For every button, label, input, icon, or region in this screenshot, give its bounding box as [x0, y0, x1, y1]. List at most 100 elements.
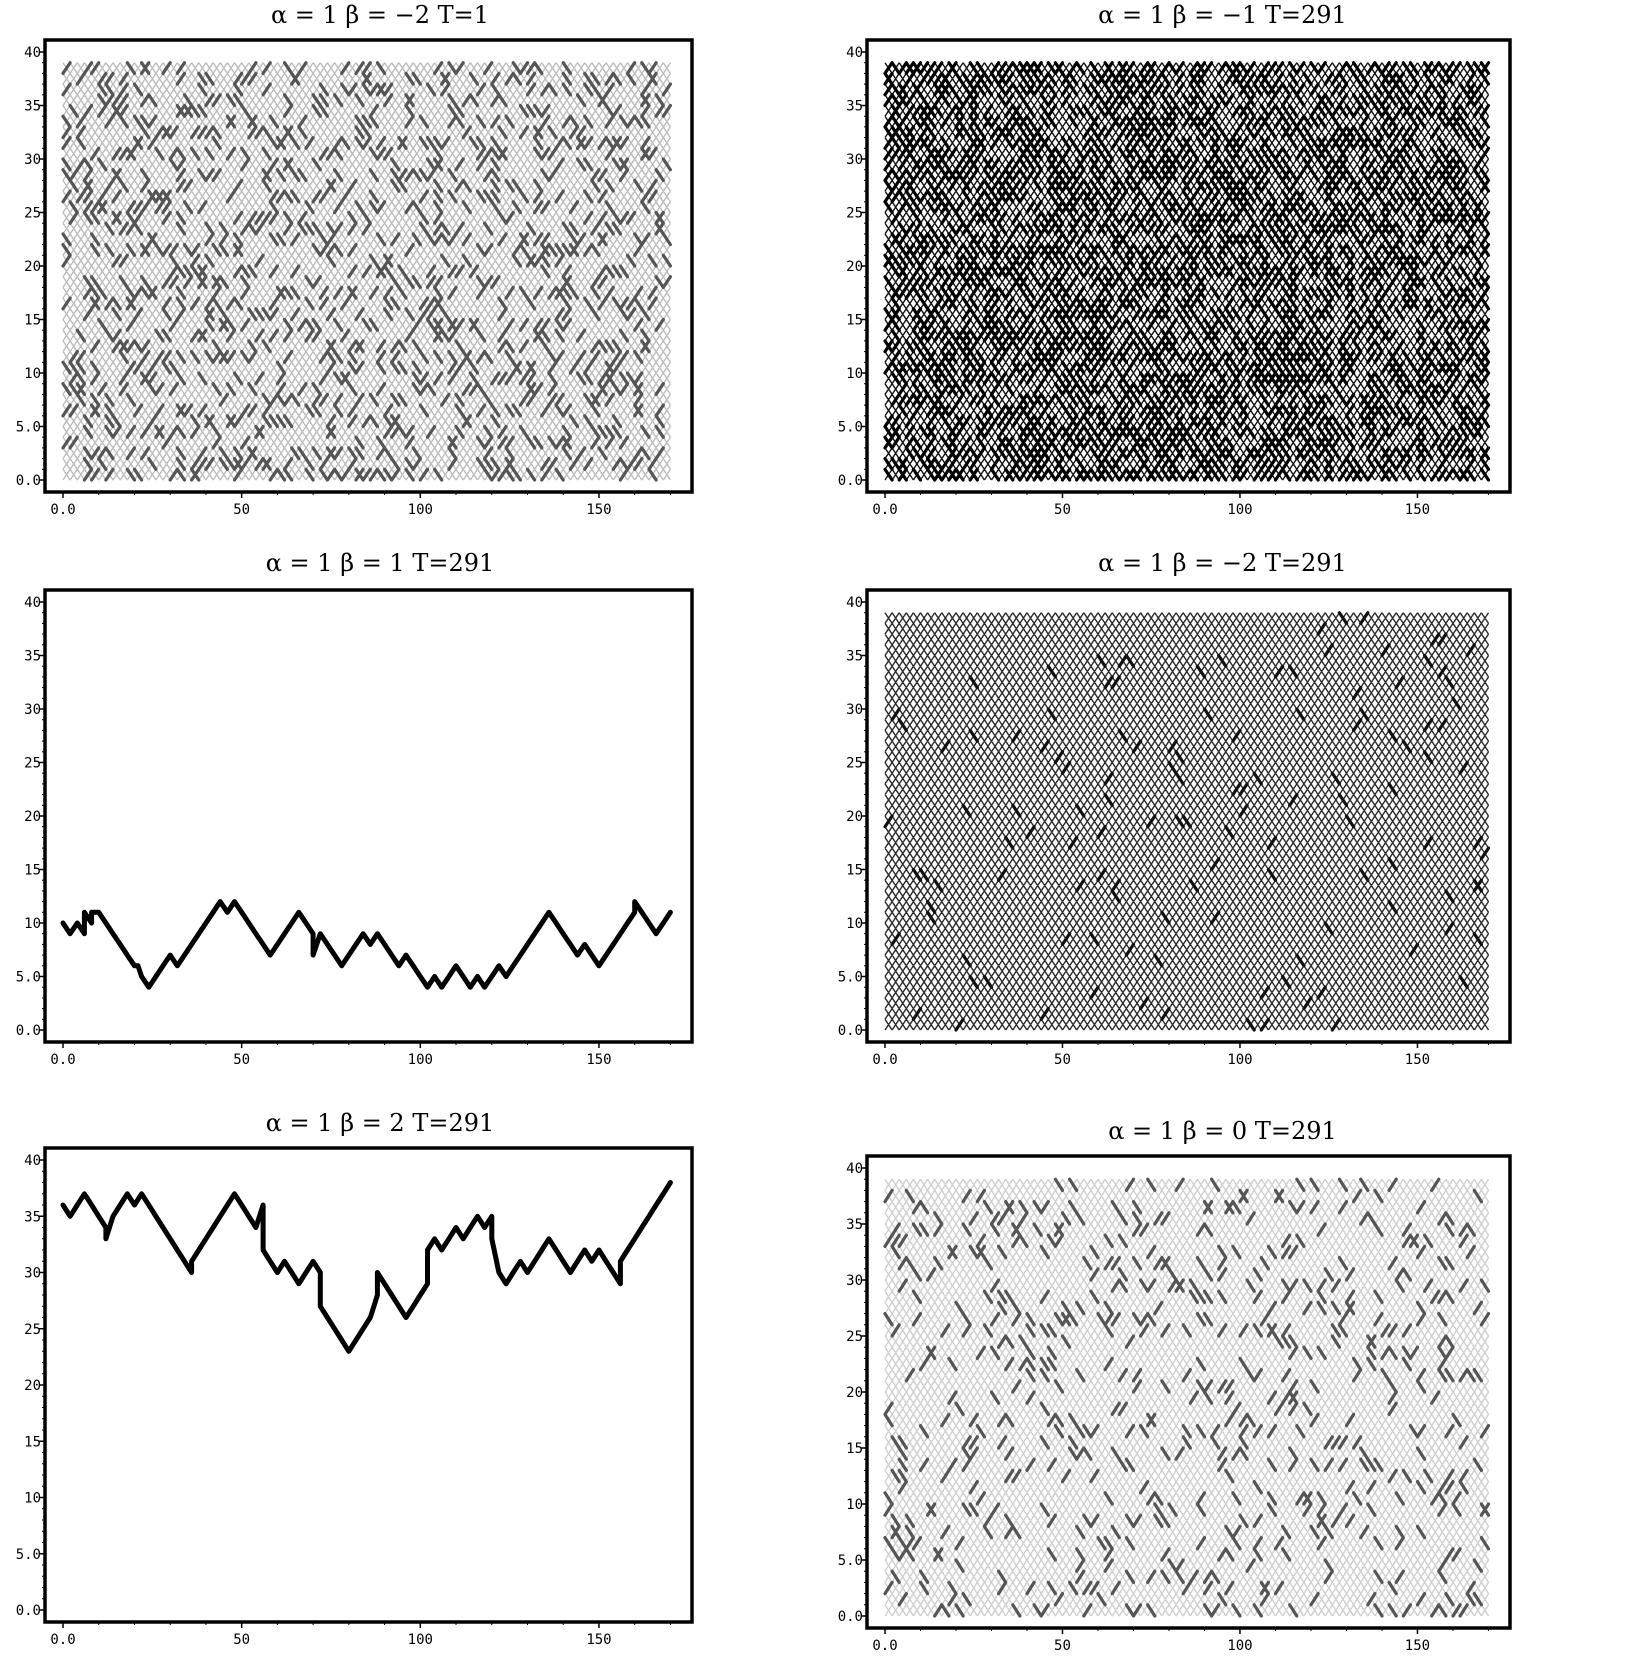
y-tick-label: 5.0	[838, 420, 863, 436]
y-tick-label: 20	[846, 259, 863, 275]
x-axis: 0.0 50 100 150	[50, 1622, 671, 1648]
mesh-highlight-lines	[883, 1177, 1491, 1618]
x-tick-label: 150	[1405, 1052, 1430, 1068]
y-tick-label: 20	[24, 259, 41, 275]
chart-plot: 0.0 5.0 10 15 20 25 30 35 40 0.0 50 100 150	[16, 38, 694, 518]
chart-plot: 0.0 5.0 10 15 20 25 30 35 40 0.0 50 100 150	[16, 1146, 694, 1648]
y-tick-label: 35	[24, 649, 41, 665]
chart-plot: 0.0 5.0 10 15 20 25 30 35 40 0.0 50 100 150	[838, 38, 1512, 518]
chart-plot: 0.0 5.0 10 15 20 25 30 35 40 0.0 50 100 150	[16, 588, 694, 1068]
y-axis: 0.0 5.0 10 15 20 25 30 35 40	[838, 1161, 867, 1625]
x-axis: 0.0 50 100 150	[872, 1042, 1489, 1068]
y-tick-label: 5.0	[838, 1553, 863, 1569]
y-tick-label: 5.0	[16, 1547, 41, 1563]
x-tick-label: 150	[586, 1632, 611, 1648]
y-tick-label: 30	[846, 152, 863, 168]
x-tick-label: 100	[408, 502, 433, 518]
y-tick-label: 0.0	[838, 1023, 863, 1039]
mesh-highlight-lines	[883, 611, 1491, 1032]
mesh-lines	[884, 1178, 1490, 1617]
y-axis: 0.0 5.0 10 15 20 25 30 35 40	[16, 595, 45, 1039]
x-tick-label: 0.0	[50, 502, 75, 518]
mesh-highlight-lines	[61, 61, 672, 482]
x-axis: 0.0 50 100 150	[50, 492, 671, 518]
chart-title: α = 1 β = −2 T=291	[1098, 549, 1347, 577]
y-tick-label: 35	[846, 1217, 863, 1233]
x-tick-label: 150	[586, 502, 611, 518]
y-tick-label: 10	[846, 1497, 863, 1513]
y-tick-label: 10	[846, 916, 863, 932]
y-tick-label: 10	[24, 1491, 41, 1507]
chart-plot: 0.0 5.0 10 15 20 25 30 35 40 0.0 50 100 150	[838, 588, 1512, 1068]
series-line	[60, 1180, 673, 1354]
y-tick-label: 20	[24, 809, 41, 825]
y-tick-label: 15	[24, 863, 41, 879]
series-line	[60, 899, 673, 990]
x-tick-label: 50	[233, 1632, 250, 1648]
chart-panel-1: α = 1 β = −2 T=1 0.0 5.0 10 15 20 25 30 35 40 0.0…	[0, 0, 760, 540]
y-tick-label: 0.0	[838, 1609, 863, 1625]
lattice-mesh	[883, 611, 1491, 1032]
x-tick-label: 150	[1405, 1638, 1430, 1654]
chart-plot: 0.0 5.0 10 15 20 25 30 35 40 0.0 50 100 150	[838, 1154, 1512, 1654]
y-tick-label: 20	[846, 1385, 863, 1401]
y-tick-label: 5.0	[16, 970, 41, 986]
x-tick-label: 50	[233, 1052, 250, 1068]
plot-frame	[43, 1146, 694, 1624]
x-tick-label: 100	[1227, 1052, 1252, 1068]
y-tick-label: 0.0	[16, 1603, 41, 1619]
y-tick-label: 40	[846, 45, 863, 61]
y-tick-label: 30	[24, 1266, 41, 1282]
y-tick-label: 40	[24, 45, 41, 61]
x-axis: 0.0 50 100 150	[872, 1628, 1489, 1654]
lattice-mesh	[61, 61, 672, 482]
y-tick-label: 35	[846, 649, 863, 665]
y-tick-label: 25	[24, 756, 41, 772]
x-tick-label: 0.0	[872, 502, 897, 518]
x-tick-label: 100	[1227, 1638, 1252, 1654]
y-axis: 0.0 5.0 10 15 20 25 30 35 40	[16, 1153, 45, 1619]
y-tick-label: 20	[24, 1378, 41, 1394]
y-tick-label: 20	[846, 809, 863, 825]
y-tick-label: 0.0	[16, 1023, 41, 1039]
x-axis: 0.0 50 100 150	[50, 1042, 671, 1068]
y-tick-label: 30	[24, 152, 41, 168]
y-axis: 0.0 5.0 10 15 20 25 30 35 40	[838, 45, 867, 489]
mesh-lines	[884, 612, 1490, 1031]
chart-panel-2: α = 1 β = −1 T=291 0.0 5.0 10 15 20 25 30 35 40 0…	[815, 0, 1630, 540]
y-tick-label: 15	[846, 863, 863, 879]
y-axis: 0.0 5.0 10 15 20 25 30 35 40	[838, 595, 867, 1039]
lattice-mesh	[883, 1177, 1491, 1618]
y-tick-label: 15	[24, 1434, 41, 1450]
y-tick-label: 40	[24, 595, 41, 611]
y-tick-label: 30	[24, 702, 41, 718]
x-tick-label: 0.0	[50, 1632, 75, 1648]
y-tick-label: 30	[846, 702, 863, 718]
chart-panel-3: α = 1 β = 1 T=291 0.0 5.0 10 15 20 25 30 35 40 0.…	[0, 548, 760, 1088]
y-tick-label: 5.0	[16, 420, 41, 436]
chart-title: α = 1 β = −2 T=1	[270, 1, 490, 29]
x-tick-label: 150	[586, 1052, 611, 1068]
x-tick-label: 100	[408, 1052, 433, 1068]
x-tick-label: 100	[1227, 502, 1252, 518]
y-tick-label: 40	[24, 1153, 41, 1169]
chart-title: α = 1 β = −1 T=291	[1098, 1, 1347, 29]
chart-title: α = 1 β = 2 T=291	[265, 1109, 495, 1137]
y-tick-label: 25	[846, 756, 863, 772]
y-tick-label: 30	[846, 1273, 863, 1289]
y-tick-label: 15	[846, 313, 863, 329]
y-tick-label: 10	[846, 366, 863, 382]
y-tick-label: 15	[24, 313, 41, 329]
chart-panel-4: α = 1 β = −2 T=291 0.0 5.0 10 15 20 25 30 35 40 0…	[815, 548, 1630, 1088]
y-tick-label: 25	[846, 1329, 863, 1345]
y-tick-label: 35	[846, 99, 863, 115]
x-tick-label: 100	[408, 1632, 433, 1648]
y-tick-label: 35	[24, 99, 41, 115]
x-tick-label: 0.0	[50, 1052, 75, 1068]
chart-panel-6: α = 1 β = 0 T=291 0.0 5.0 10 15 20 25 30 35 40 0.…	[815, 1116, 1630, 1669]
y-axis: 0.0 5.0 10 15 20 25 30 35 40	[16, 45, 45, 489]
y-tick-label: 25	[24, 206, 41, 222]
chart-title: α = 1 β = 1 T=291	[265, 549, 495, 577]
x-tick-label: 150	[1405, 502, 1430, 518]
x-tick-label: 50	[1054, 1638, 1071, 1654]
